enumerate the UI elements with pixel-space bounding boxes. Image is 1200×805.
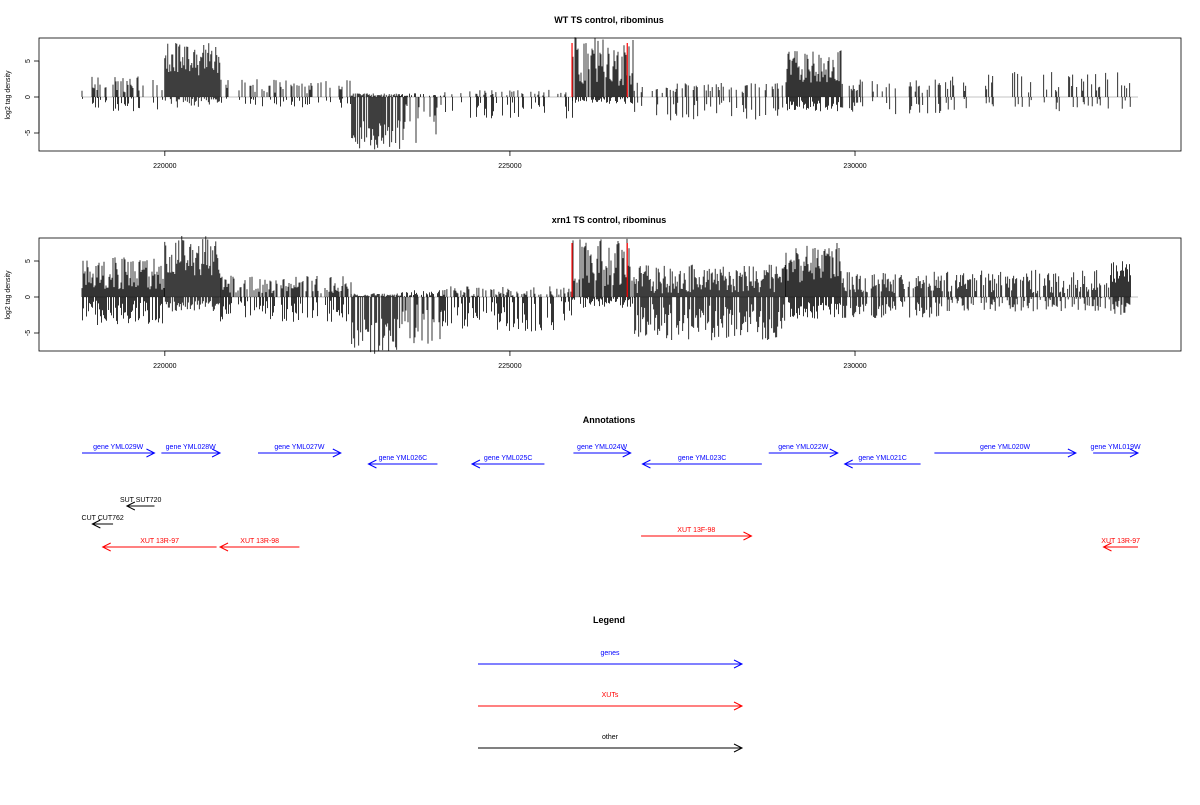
feature-arrow [125,501,155,511]
panel-wt: WT TS control, ribominus -5 0 5 220000 2250… [5,15,1182,170]
y-tick-label: -5 [25,330,32,336]
feature-label: gene YML027W [274,444,324,451]
feature-arrow [470,459,545,469]
feature-arrow [843,459,921,469]
legend-label: genes [600,650,620,657]
panel-wt-x-axis: 220000 225000 230000 [153,150,867,170]
feature-label: gene YML022W [778,444,828,451]
y-tick-label: 5 [25,259,32,263]
feature-arrow [82,448,156,458]
legend-arrow [478,701,744,711]
panel-xrn1-x-axis: 220000 225000 230000 [153,350,867,370]
feature-label: gene YML026C [379,455,428,462]
panel-xrn1: xrn1 TS control, ribominus -505 220000 22… [5,215,1182,370]
feature-label: XUT 13R-97 [140,538,179,545]
feature-arrow [101,542,217,552]
feature-arrow [768,448,839,458]
feature-arrow [258,448,342,458]
y-tick-label: -5 [25,130,32,136]
panel-xrn1-bars [81,236,1131,354]
feature-label: gene YML024W [577,444,627,451]
annotations-title: Annotations [583,415,636,425]
y-tick-label: 0 [25,295,32,299]
x-tick-label: 225000 [498,163,521,170]
feature-label: gene YML025C [484,455,533,462]
legend: Legend genes XUTs other [478,615,744,753]
feature-arrow [573,448,632,458]
feature-arrow [641,459,762,469]
feature-arrow [1102,542,1138,552]
feature-label: gene YML019W [1091,444,1141,451]
panel-wt-bars [81,37,1131,150]
legend-arrow [478,743,744,753]
feature-label: gene YML020W [980,444,1030,451]
feature-label: gene YML023C [678,455,727,462]
panel-wt-y-axis: -5 0 5 [25,59,40,136]
feature-label: XUT 13R-97 [1101,538,1140,545]
panel-xrn1-ylabel: log2 tag density [5,270,12,320]
feature-arrow [161,448,222,458]
feature-label: gene YML029W [93,444,143,451]
annotations-panel: Annotations gene YML029W gene YML028W gene… [82,415,1141,552]
annotation-features: gene YML029W gene YML028W gene YML027W gene… [82,444,1141,552]
y-tick-label: 0 [25,95,32,99]
legend-arrow [478,659,744,669]
x-tick-label: 230000 [843,163,866,170]
legend-title: Legend [593,615,625,625]
feature-arrow [218,542,300,552]
feature-label: gene YML021C [858,455,907,462]
feature-arrow [934,448,1078,458]
feature-arrow [367,459,438,469]
legend-label: other [602,734,619,741]
feature-label: XUT 13R-98 [240,538,279,545]
panel-xrn1-markers [571,243,628,297]
panel-wt-markers [571,43,628,97]
panel-xrn1-y-axis: -5 0 5 [25,259,40,336]
x-tick-label: 230000 [843,363,866,370]
y-tick-label: 5 [25,59,32,63]
legend-items: genes XUTs other [478,650,744,753]
panel-wt-title: WT TS control, ribominus [554,15,664,25]
legend-label: XUTs [602,692,619,699]
feature-label: CUT CUT762 [82,515,124,522]
feature-arrow [641,531,753,541]
panel-xrn1-title: xrn1 TS control, ribominus [552,215,667,225]
panel-wt-ylabel: log2 tag density [5,70,12,120]
feature-label: gene YML028W [166,444,216,451]
feature-label: SUT SUT720 [120,497,162,504]
feature-arrow [91,519,114,529]
x-tick-label: 220000 [153,363,176,370]
feature-arrow [1093,448,1140,458]
x-tick-label: 225000 [498,363,521,370]
feature-label: XUT 13F-98 [677,527,715,534]
x-tick-label: 220000 [153,163,176,170]
